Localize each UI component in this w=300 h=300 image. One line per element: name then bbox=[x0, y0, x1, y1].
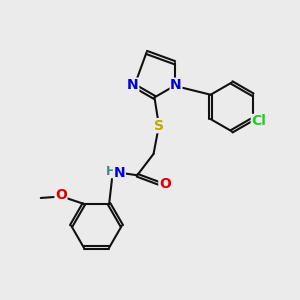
Text: H: H bbox=[106, 165, 116, 178]
Text: O: O bbox=[159, 177, 171, 190]
Text: N: N bbox=[170, 78, 182, 92]
Text: N: N bbox=[114, 167, 125, 181]
Text: Cl: Cl bbox=[251, 115, 266, 128]
Text: S: S bbox=[154, 118, 164, 133]
Text: O: O bbox=[55, 188, 67, 202]
Text: N: N bbox=[127, 78, 139, 92]
